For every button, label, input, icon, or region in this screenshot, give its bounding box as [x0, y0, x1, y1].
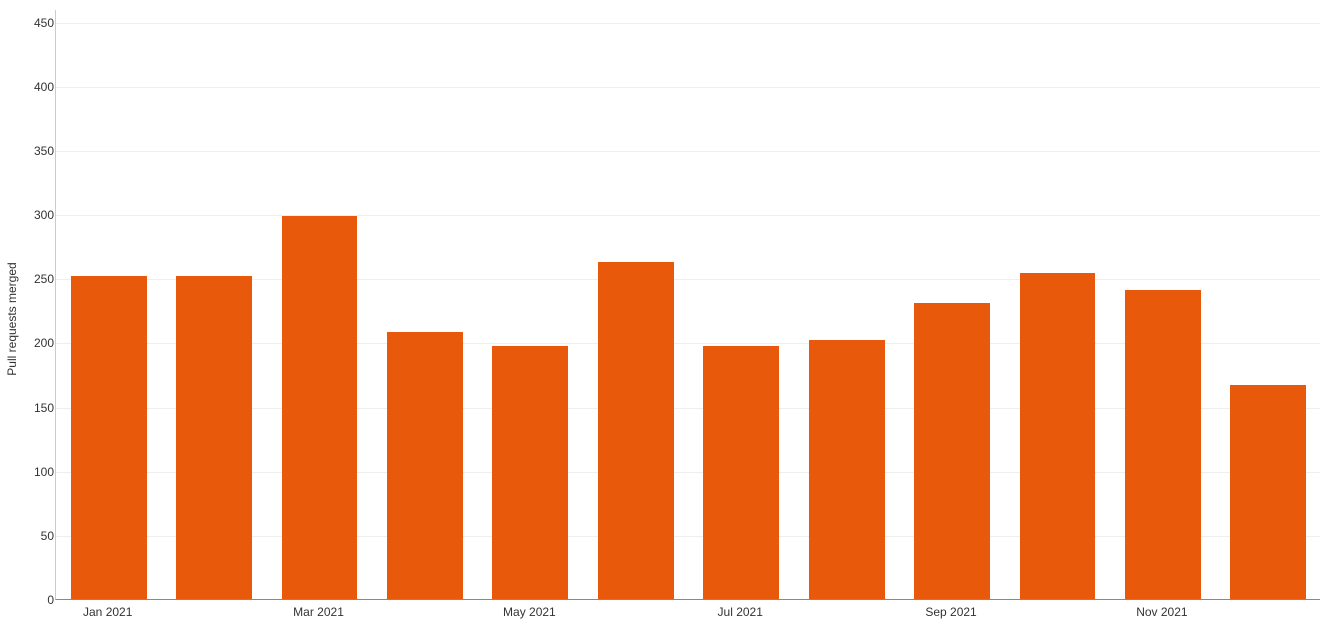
x-tick-label: Nov 2021: [1136, 605, 1187, 619]
x-tick-label: May 2021: [503, 605, 556, 619]
x-tick-label: Jan 2021: [83, 605, 132, 619]
bar: [1125, 290, 1201, 599]
bar: [71, 276, 147, 599]
bar: [1230, 385, 1306, 599]
bar: [492, 346, 568, 599]
y-tick-label: 300: [14, 208, 54, 222]
y-tick-label: 0: [14, 593, 54, 607]
bar: [1020, 273, 1096, 599]
bar: [387, 332, 463, 599]
chart-container: [55, 10, 1320, 600]
bar: [914, 303, 990, 599]
x-tick-label: Jul 2021: [718, 605, 763, 619]
y-tick-label: 50: [14, 529, 54, 543]
y-tick-label: 150: [14, 401, 54, 415]
y-tick-label: 350: [14, 144, 54, 158]
y-tick-label: 250: [14, 272, 54, 286]
y-tick-label: 200: [14, 336, 54, 350]
bar: [703, 346, 779, 599]
bars-container: [56, 10, 1320, 599]
x-tick-label: Sep 2021: [925, 605, 976, 619]
bar: [176, 276, 252, 599]
y-tick-label: 450: [14, 16, 54, 30]
y-tick-label: 400: [14, 80, 54, 94]
plot-area: [55, 10, 1320, 600]
bar: [809, 340, 885, 599]
bar: [282, 216, 358, 600]
bar: [598, 262, 674, 599]
x-tick-label: Mar 2021: [293, 605, 344, 619]
y-tick-label: 100: [14, 465, 54, 479]
